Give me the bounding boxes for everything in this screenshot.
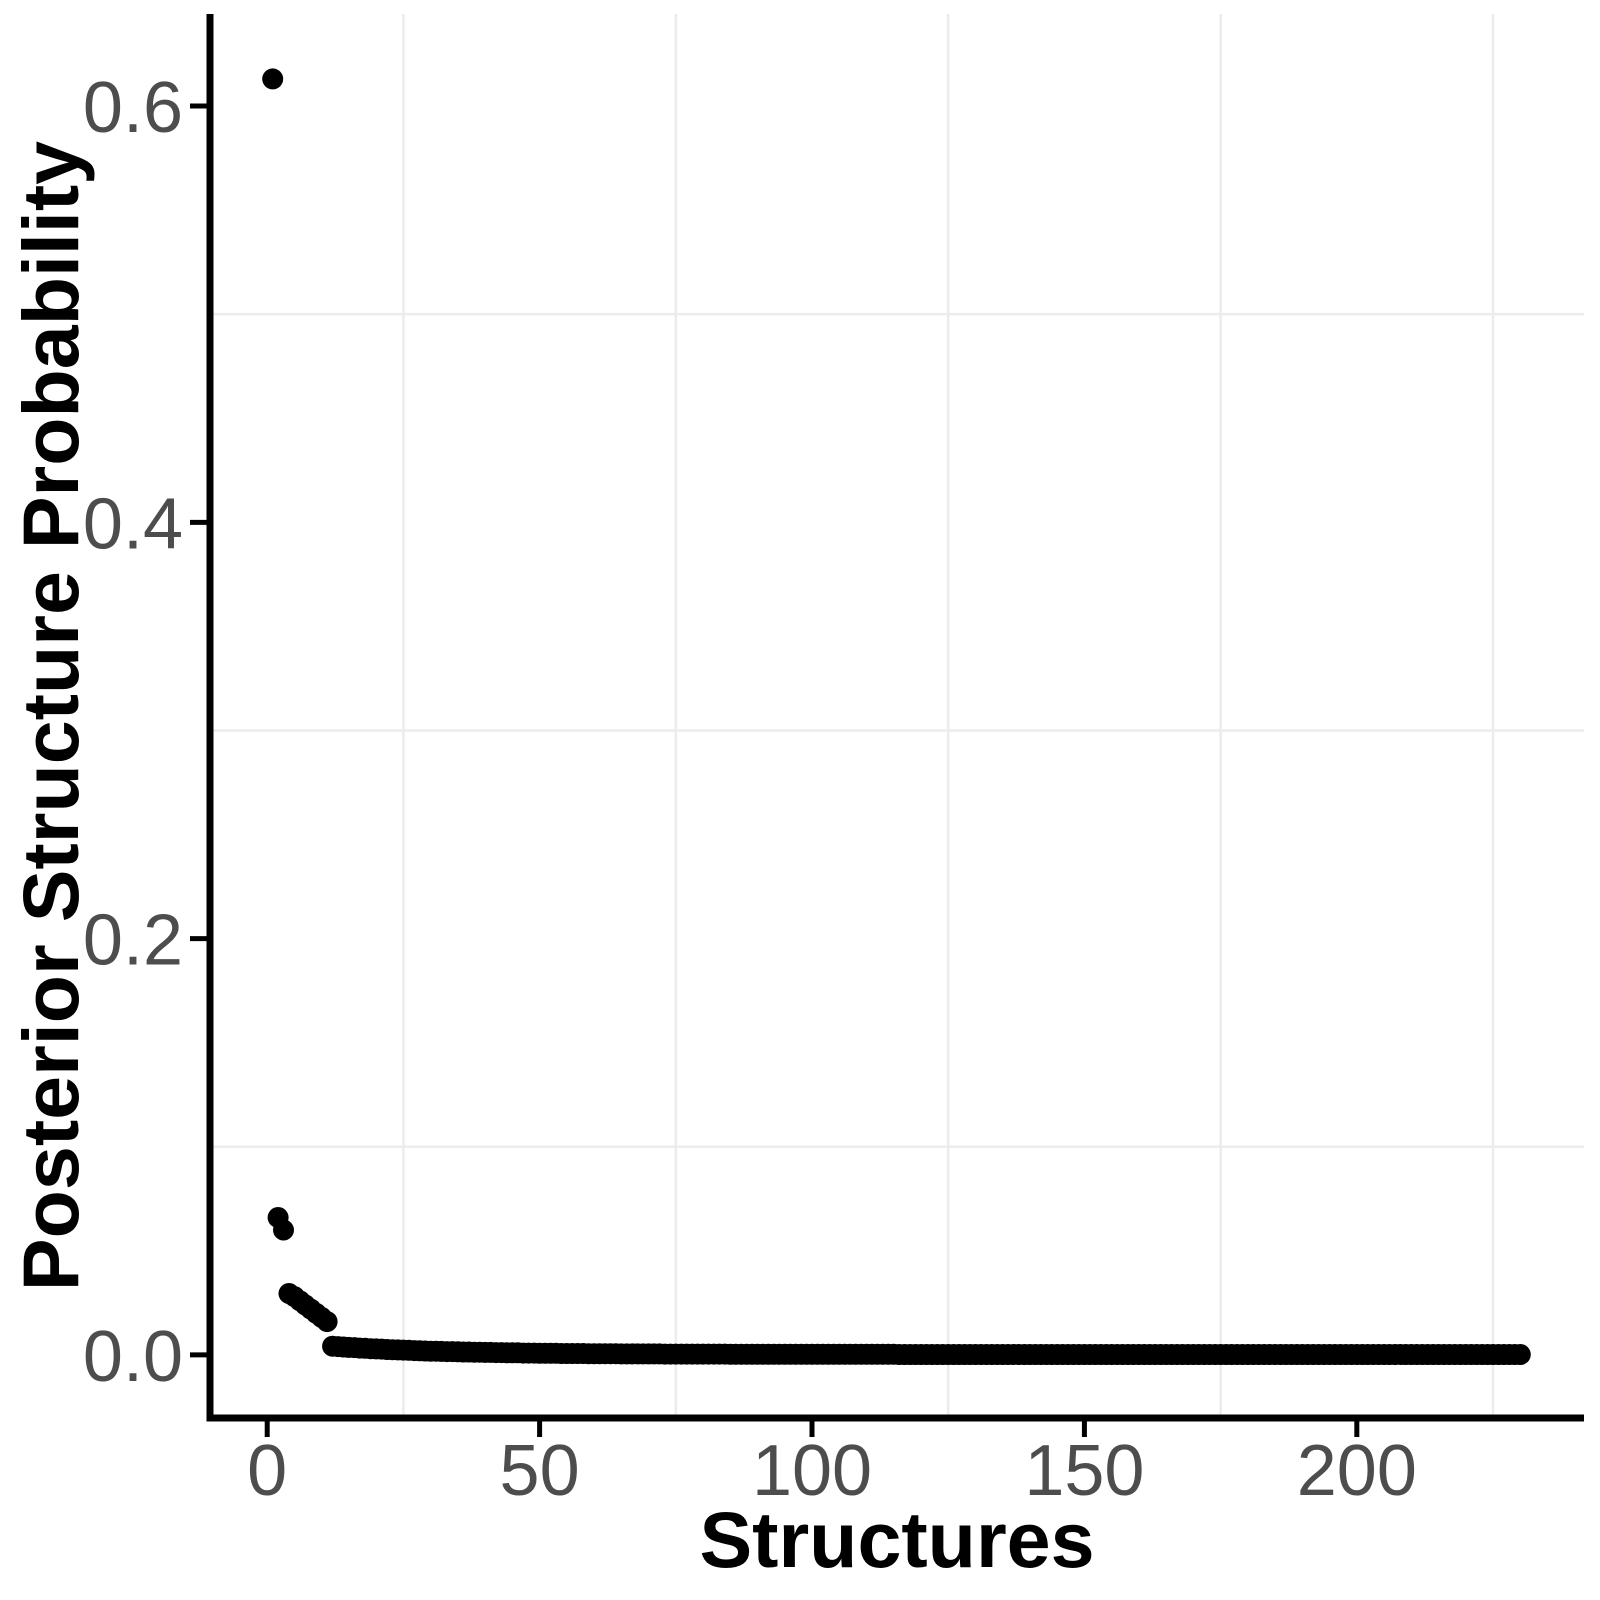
x-tick-label: 0 [247,1431,287,1511]
data-points [262,68,1531,1365]
x-tick-label: 100 [752,1431,872,1511]
x-tick-label: 150 [1024,1431,1144,1511]
x-tick-label: 200 [1297,1431,1417,1511]
axis-ticks [190,103,1360,1437]
x-axis-title: Structures [699,1495,1094,1584]
data-point [316,1311,338,1333]
axis-lines [206,14,1584,1422]
y-axis-title: Posterior Structure Probability [6,141,95,1291]
y-tick-label: 0.2 [83,901,183,981]
y-tick-labels: 0.0 0.2 0.4 0.6 [83,68,183,1397]
y-tick-label: 0.4 [83,484,183,564]
data-point [273,1219,294,1241]
y-tick-label: 0.6 [83,68,183,148]
x-tick-labels: 0 50 100 150 200 [247,1431,1417,1511]
x-tick-label: 50 [500,1431,580,1511]
y-tick-label: 0.0 [83,1317,183,1397]
data-point [1509,1344,1531,1365]
data-point [262,68,284,90]
minor-gridlines [210,14,1584,1418]
